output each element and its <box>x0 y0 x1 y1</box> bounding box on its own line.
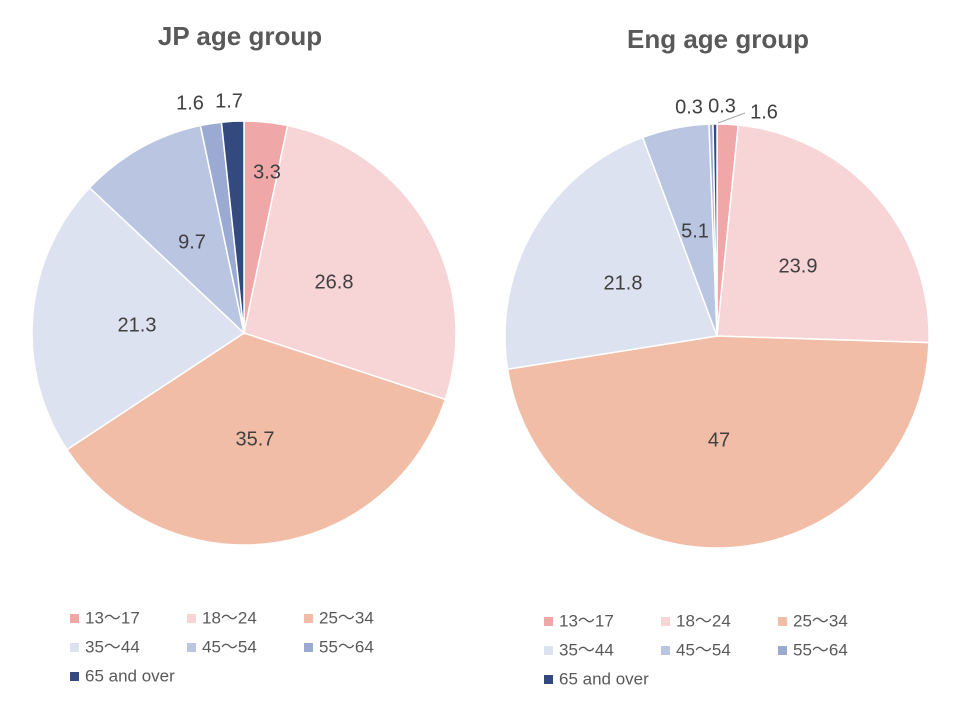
pie-eng-slice-25-34 <box>506 335 930 549</box>
pie-jp-slice-25-34 <box>65 332 447 546</box>
legend-jp-label-45-54: 45～54 <box>202 637 257 656</box>
legend-jp-swatch-18-24 <box>187 614 196 623</box>
legend-eng-swatch-55-64 <box>778 646 787 655</box>
legend-eng-label-18-24: 18～24 <box>676 611 731 630</box>
legend-jp: 13～17 18～24 25～34 35～44 45～54 55～64 65 and ove… <box>70 608 374 685</box>
legend-eng-swatch-25-34 <box>778 617 787 626</box>
pie-jp-data-label-65-and-over: 1.7 <box>215 90 243 112</box>
legend-jp-label-35-44: 35～44 <box>85 637 140 656</box>
pie-jp-data-label-25-34: 35.7 <box>236 428 275 450</box>
pie-jp-data-label-13-17: 3.3 <box>253 161 281 183</box>
legend-jp-swatch-13-17 <box>70 614 79 623</box>
pie-eng-data-label-65-and-over: 0.3 <box>708 95 736 117</box>
legend-jp-label-65-and-over: 65 and over <box>85 666 175 685</box>
pie-eng-data-label-13-17: 1.6 <box>750 101 778 123</box>
legend-eng-label-35-44: 35～44 <box>559 640 614 659</box>
pie-jp-data-label-35-44: 21.3 <box>118 314 157 336</box>
pie-eng: 1.6 23.9 47 21.8 5.1 0.3 0.3 <box>504 95 930 549</box>
chart-title-jp: JP age group <box>158 21 322 51</box>
pie-jp-data-label-18-24: 26.8 <box>315 271 354 293</box>
pie-eng-data-label-25-34: 47 <box>708 429 730 451</box>
pie-jp-slice-18-24 <box>243 124 457 401</box>
pie-eng-data-label-45-54: 5.1 <box>681 220 709 242</box>
pie-jp-slice-45-54 <box>88 124 246 336</box>
legend-jp-label-25-34: 25～34 <box>319 608 374 627</box>
legend-jp-label-18-24: 18～24 <box>202 608 257 627</box>
legend-jp-swatch-55-64 <box>304 643 313 652</box>
legend-jp-label-13-17: 13～17 <box>85 608 140 627</box>
pie-eng-data-label-55-64: 0.3 <box>675 96 703 118</box>
pie-eng-slice-18-24 <box>716 124 930 344</box>
pie-jp-slice-35-44 <box>31 186 246 451</box>
chart-title-eng: Eng age group <box>627 24 809 54</box>
legend-eng-label-55-64: 55～64 <box>793 640 848 659</box>
pie-jp-data-label-55-64: 1.6 <box>176 92 204 114</box>
legend-eng-swatch-35-44 <box>544 646 553 655</box>
legend-jp-swatch-45-54 <box>187 643 196 652</box>
legend-eng-label-25-34: 25～34 <box>793 611 848 630</box>
pie-eng-data-label-35-44: 21.8 <box>604 272 643 294</box>
legend-eng-swatch-18-24 <box>661 617 670 626</box>
legend-jp-swatch-25-34 <box>304 614 313 623</box>
legend-jp-swatch-35-44 <box>70 643 79 652</box>
pie-eng-data-label-18-24: 23.9 <box>779 255 818 277</box>
legend-eng-swatch-65-and-over <box>544 675 553 684</box>
pie-jp-data-label-45-54: 9.7 <box>178 231 206 253</box>
pie-jp: 3.3 26.8 35.7 21.3 9.7 1.6 1.7 <box>31 90 457 546</box>
legend-jp-label-55-64: 55～64 <box>319 637 374 656</box>
pie-eng-slice-65-and-over <box>712 123 718 337</box>
pie-eng-leader-line <box>717 112 746 124</box>
legend-eng-label-65-and-over: 65 and over <box>559 669 649 688</box>
legend-eng-swatch-45-54 <box>661 646 670 655</box>
legend-jp-swatch-65-and-over <box>70 672 79 681</box>
legend-eng: 13～17 18～24 25～34 35～44 45～54 55～64 65 and ove… <box>544 611 848 688</box>
legend-eng-swatch-13-17 <box>544 617 553 626</box>
pie-jp-slice-65-and-over <box>220 120 245 334</box>
legend-eng-label-45-54: 45～54 <box>676 640 731 659</box>
legend-eng-label-13-17: 13～17 <box>559 611 614 630</box>
